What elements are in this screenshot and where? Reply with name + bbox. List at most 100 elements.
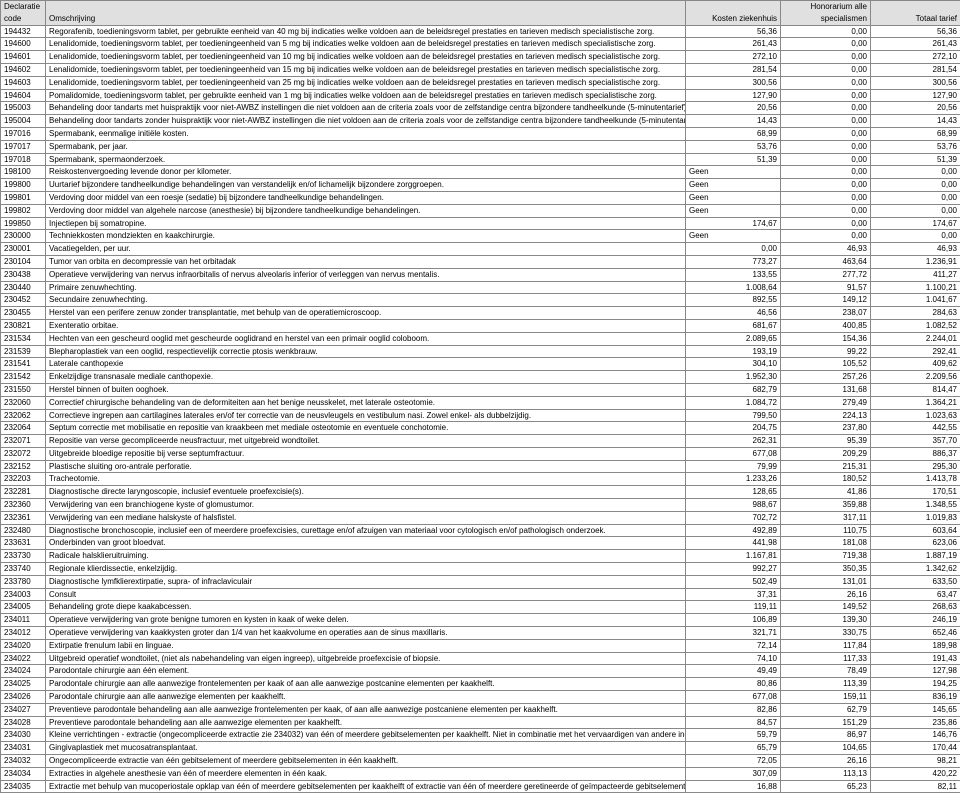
table-row: 194603Lenalidomide, toedieningsvorm tabl… (1, 76, 960, 89)
cell-kosten: 988,67 (686, 499, 781, 512)
header-c1: Kosten ziekenhuis (686, 13, 781, 25)
cell-desc: Regionale klierdissectie, enkelzijdig. (46, 563, 686, 576)
cell-code: 231550 (1, 383, 46, 396)
cell-code: 197016 (1, 127, 46, 140)
table-row: 234034Extracties in algehele anesthesie … (1, 767, 960, 780)
table-row: 199801Verdoving door middel van een roes… (1, 191, 960, 204)
cell-honorarium: 257,26 (781, 371, 871, 384)
table-row: 234026Parodontale chirurgie aan alle aan… (1, 691, 960, 704)
cell-kosten: 133,55 (686, 268, 781, 281)
cell-desc: Blepharoplastiek van een ooglid, respect… (46, 345, 686, 358)
table-row: 233740Regionale klierdissectie, enkelzij… (1, 563, 960, 576)
cell-desc: Injectiepen bij somatropine. (46, 217, 686, 230)
cell-kosten: 16,88 (686, 780, 781, 793)
cell-honorarium: 131,01 (781, 575, 871, 588)
cell-totaal: 1.019,83 (871, 511, 960, 524)
cell-honorarium: 86,97 (781, 729, 871, 742)
table-row: 194602Lenalidomide, toedieningsvorm tabl… (1, 63, 960, 76)
cell-honorarium: 317,11 (781, 511, 871, 524)
cell-desc: Behandeling grote diepe kaakabcessen. (46, 601, 686, 614)
cell-honorarium: 359,88 (781, 499, 871, 512)
cell-code: 234003 (1, 588, 46, 601)
cell-honorarium: 0,00 (781, 191, 871, 204)
table-row: 230104Tumor van orbita en decompressie v… (1, 255, 960, 268)
cell-kosten: 502,49 (686, 575, 781, 588)
cell-desc: Kleine verrichtingen - extractie (ongeco… (46, 729, 686, 742)
cell-honorarium: 0,00 (781, 166, 871, 179)
cell-desc: Extirpatie frenulum labii en linguae. (46, 639, 686, 652)
cell-kosten: 74,10 (686, 652, 781, 665)
cell-honorarium: 105,52 (781, 358, 871, 371)
cell-honorarium: 0,00 (781, 230, 871, 243)
table-row: 230000Techniekkosten mondziekten en kaak… (1, 230, 960, 243)
table-row: 233780Diagnostische lymfklierextirpatie,… (1, 575, 960, 588)
cell-desc: Parodontale chirurgie aan alle aanwezige… (46, 691, 686, 704)
table-row: 231542Enkelzijdige transnasale mediale c… (1, 371, 960, 384)
cell-totaal: 51,39 (871, 153, 960, 166)
cell-honorarium: 62,79 (781, 703, 871, 716)
cell-honorarium: 131,68 (781, 383, 871, 396)
cell-kosten: 72,05 (686, 755, 781, 768)
cell-code: 197017 (1, 140, 46, 153)
cell-desc: Onderbinden van groot bloedvat. (46, 537, 686, 550)
cell-honorarium: 26,16 (781, 588, 871, 601)
cell-honorarium: 215,31 (781, 460, 871, 473)
cell-desc: Correctieve ingrepen aan cartilagines la… (46, 409, 686, 422)
table-header: Declaratie Honorarium alle code Omschrij… (1, 1, 960, 26)
cell-code: 232060 (1, 396, 46, 409)
cell-honorarium: 65,23 (781, 780, 871, 793)
cell-kosten: 1.233,26 (686, 473, 781, 486)
table-row: 232203Tracheotomie.1.233,26180,521.413,7… (1, 473, 960, 486)
cell-code: 234022 (1, 652, 46, 665)
cell-kosten: 193,19 (686, 345, 781, 358)
cell-totaal: 1.023,63 (871, 409, 960, 422)
cell-desc: Verdoving door middel van algehele narco… (46, 204, 686, 217)
table-row: 234024Parodontale chirurgie aan één elem… (1, 665, 960, 678)
table-body: 194432Regorafenib, toedieningsvorm table… (1, 25, 960, 793)
table-row: 232072Uitgebreide bloedige repositie bij… (1, 447, 960, 460)
cell-honorarium: 237,80 (781, 422, 871, 435)
cell-code: 194603 (1, 76, 46, 89)
table-row: 232060Correctief chirurgische behandelin… (1, 396, 960, 409)
header-code: code (1, 13, 46, 25)
cell-kosten: 82,86 (686, 703, 781, 716)
cell-totaal: 281,54 (871, 63, 960, 76)
cell-kosten: 204,75 (686, 422, 781, 435)
cell-code: 234032 (1, 755, 46, 768)
cell-kosten: 80,86 (686, 678, 781, 691)
cell-totaal: 836,19 (871, 691, 960, 704)
cell-code: 234031 (1, 742, 46, 755)
table-row: 234032Ongecompliceerde extractie van één… (1, 755, 960, 768)
cell-kosten: 681,67 (686, 319, 781, 332)
cell-totaal: 814,47 (871, 383, 960, 396)
cell-code: 234025 (1, 678, 46, 691)
cell-desc: Septum correctie met mobilisatie en repo… (46, 422, 686, 435)
cell-kosten: 84,57 (686, 716, 781, 729)
cell-totaal: 603,64 (871, 524, 960, 537)
cell-code: 232203 (1, 473, 46, 486)
cell-kosten: 307,09 (686, 767, 781, 780)
cell-totaal: 0,00 (871, 204, 960, 217)
cell-honorarium: 117,33 (781, 652, 871, 665)
cell-desc: Repositie van verse gecompliceerde neusf… (46, 435, 686, 448)
cell-kosten: 1.008,64 (686, 281, 781, 294)
cell-desc: Behandeling door tandarts zonder huispra… (46, 115, 686, 128)
cell-desc: Spermabank, spermaonderzoek. (46, 153, 686, 166)
cell-desc: Preventieve parodontale behandeling aan … (46, 703, 686, 716)
cell-code: 234035 (1, 780, 46, 793)
cell-totaal: 235,86 (871, 716, 960, 729)
header-c3-top (871, 1, 960, 13)
cell-desc: Operatieve verwijdering van grote benign… (46, 614, 686, 627)
cell-code: 234026 (1, 691, 46, 704)
cell-desc: Laterale canthopexie (46, 358, 686, 371)
table-row: 234028Preventieve parodontale behandelin… (1, 716, 960, 729)
table-row: 199850Injectiepen bij somatropine.174,67… (1, 217, 960, 230)
cell-totaal: 420,22 (871, 767, 960, 780)
cell-kosten: Geen (686, 191, 781, 204)
cell-desc: Diagnostische lymfklierextirpatie, supra… (46, 575, 686, 588)
cell-desc: Techniekkosten mondziekten en kaakchirur… (46, 230, 686, 243)
cell-totaal: 1.100,21 (871, 281, 960, 294)
cell-honorarium: 238,07 (781, 307, 871, 320)
cell-desc: Regorafenib, toedieningsvorm tablet, per… (46, 25, 686, 38)
cell-desc: Verwijdering van een mediane halskyste o… (46, 511, 686, 524)
